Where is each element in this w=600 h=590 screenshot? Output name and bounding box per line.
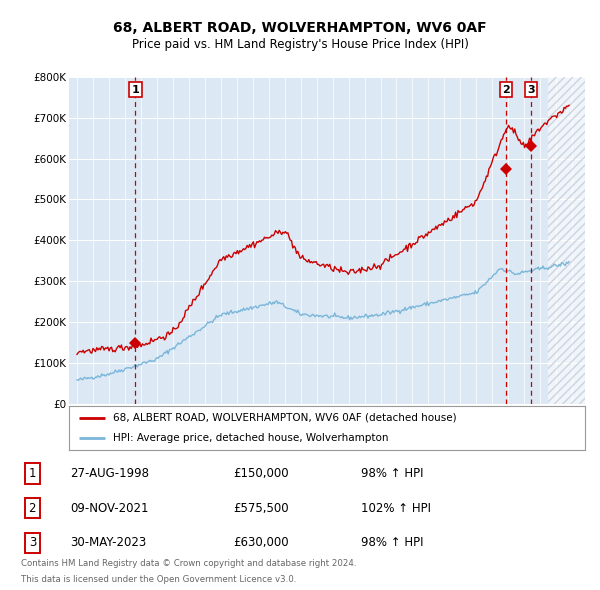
Text: 09-NOV-2021: 09-NOV-2021 xyxy=(70,502,149,514)
Text: HPI: Average price, detached house, Wolverhampton: HPI: Average price, detached house, Wolv… xyxy=(113,433,388,443)
Text: £150,000: £150,000 xyxy=(233,467,289,480)
Text: 68, ALBERT ROAD, WOLVERHAMPTON, WV6 0AF: 68, ALBERT ROAD, WOLVERHAMPTON, WV6 0AF xyxy=(113,21,487,35)
Text: Price paid vs. HM Land Registry's House Price Index (HPI): Price paid vs. HM Land Registry's House … xyxy=(131,38,469,51)
Text: 3: 3 xyxy=(527,85,535,95)
Text: £575,500: £575,500 xyxy=(233,502,289,514)
Text: 98% ↑ HPI: 98% ↑ HPI xyxy=(361,536,424,549)
Text: 1: 1 xyxy=(29,467,36,480)
Text: 2: 2 xyxy=(29,502,36,514)
Text: This data is licensed under the Open Government Licence v3.0.: This data is licensed under the Open Gov… xyxy=(21,575,296,584)
Text: 2: 2 xyxy=(502,85,510,95)
Text: Contains HM Land Registry data © Crown copyright and database right 2024.: Contains HM Land Registry data © Crown c… xyxy=(21,559,356,568)
Text: 102% ↑ HPI: 102% ↑ HPI xyxy=(361,502,431,514)
Text: 98% ↑ HPI: 98% ↑ HPI xyxy=(361,467,424,480)
Text: 3: 3 xyxy=(29,536,36,549)
Bar xyxy=(548,77,585,404)
Text: 27-AUG-1998: 27-AUG-1998 xyxy=(70,467,149,480)
Text: £630,000: £630,000 xyxy=(233,536,289,549)
Text: 30-MAY-2023: 30-MAY-2023 xyxy=(70,536,146,549)
Text: 1: 1 xyxy=(131,85,139,95)
Text: 68, ALBERT ROAD, WOLVERHAMPTON, WV6 0AF (detached house): 68, ALBERT ROAD, WOLVERHAMPTON, WV6 0AF … xyxy=(113,413,457,423)
